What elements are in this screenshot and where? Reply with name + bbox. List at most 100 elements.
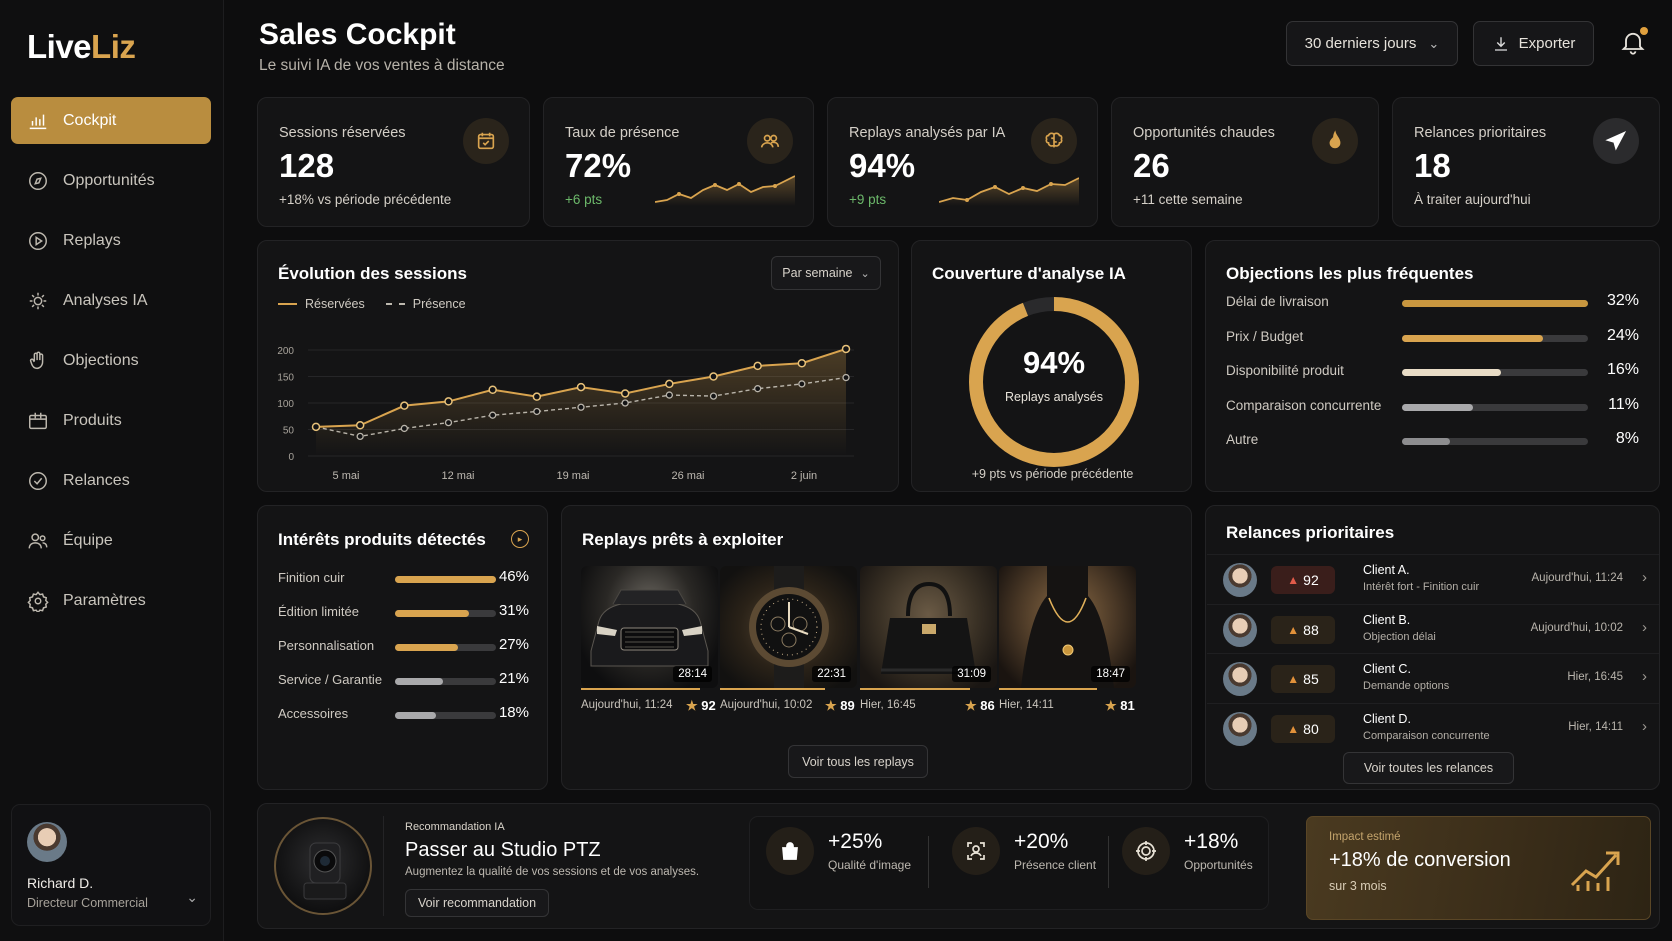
sidebar-item-replays[interactable]: Replays [11, 217, 211, 264]
sidebar-item-analyses-ia[interactable]: Analyses IA [11, 277, 211, 324]
interests-card: Intérêts produits détectés ▸ Finition cu… [257, 505, 548, 790]
replay-duration: 18:47 [1091, 666, 1130, 682]
user-menu[interactable]: Richard D. Directeur Commercial ⌄ [11, 804, 211, 926]
replay-score: ★ 86 [965, 698, 995, 714]
replay-progress [999, 688, 1097, 690]
interest-label: Édition limitée [278, 604, 359, 619]
y-tick-label: 100 [277, 399, 294, 410]
watch-image [749, 566, 829, 688]
point-presence [356, 432, 364, 441]
objection-bar-fill [1402, 334, 1544, 342]
x-tick-label: 12 mai [441, 470, 474, 482]
necklace-image [1021, 566, 1114, 688]
legend-swatch-reserved [278, 303, 297, 305]
chart-legend: Réservées Présence [278, 297, 466, 311]
ai-chip-icon [29, 292, 47, 309]
sidebar-item-equipe[interactable]: Équipe [11, 517, 211, 564]
main-content: Sales Cockpit Le suivi IA de vos ventes … [224, 0, 1672, 941]
chevron-right-icon[interactable]: › [1642, 717, 1647, 735]
app-logo[interactable]: LiveLiz [27, 28, 136, 65]
interest-bar [395, 644, 496, 651]
coverage-delta: +9 pts vs période précédente [971, 467, 1134, 481]
period-select[interactable]: 30 derniers jours ⌄ [1286, 21, 1458, 66]
kpi-card-relances[interactable]: Relances prioritaires 18 À traiter aujou… [1392, 97, 1660, 227]
sessions-chart-card: Évolution des sessions Par semaine ⌄ Rés… [257, 240, 899, 492]
replay-date: Hier, 14:11 [999, 699, 1054, 711]
hand-icon [29, 351, 44, 369]
sidebar-item-objections[interactable]: Objections [11, 337, 211, 384]
sidebar-item-produits[interactable]: Produits [11, 397, 211, 444]
see-all-replays-button[interactable]: Voir tous les replays [788, 745, 928, 778]
chevron-right-icon[interactable]: › [1642, 668, 1647, 685]
point-presence [754, 385, 762, 393]
replay-thumbnail-bag[interactable]: 31:09 [860, 566, 997, 688]
period-label: 30 derniers jours [1304, 35, 1417, 52]
divider [1108, 836, 1109, 888]
followup-row[interactable]: ▲ 80 Client D. Comparaison concurrente Hier,… [1207, 702, 1659, 751]
see-all-followups-button[interactable]: Voir toutes les relances [1343, 752, 1514, 784]
kpi-label: Taux de présence [565, 125, 680, 141]
point-presence [400, 424, 408, 433]
followup-row[interactable]: ▲ 92 Client A. Intérêt fort - Finition cuir… [1207, 554, 1659, 602]
kpi-delta: À traiter aujourd'hui [1414, 192, 1531, 207]
followup-row[interactable]: ▲ 85 Client C. Demande options Hier, 16:45 › [1207, 653, 1659, 701]
replay-duration: 22:31 [812, 666, 851, 682]
followup-time: Aujourd'hui, 10:02 [1530, 621, 1623, 634]
followup-row[interactable]: ▲ 88 Client B. Objection délai Aujourd'hui, … [1207, 603, 1659, 652]
team-icon [28, 532, 48, 548]
metric-value: +25% [828, 830, 883, 853]
see-recommendation-button[interactable]: Voir recommandation [405, 889, 549, 917]
objection-percent: 32% [1606, 292, 1639, 309]
kpi-card-sessions[interactable]: Sessions réservées 128 +18% vs période p… [257, 97, 530, 227]
sparkline-presence [655, 175, 795, 206]
objection-bar [1402, 369, 1588, 376]
impact-panel[interactable]: Impact estimé +18% de conversion sur 3 m… [1306, 816, 1651, 920]
y-tick-label: 50 [283, 426, 295, 437]
x-tick-label: 26 mai [671, 470, 704, 482]
kpi-card-replays[interactable]: Replays analysés par IA 94% +9 pts [827, 97, 1098, 227]
followups-title: Relances prioritaires [1226, 523, 1395, 542]
recommendation-banner: Recommandation IA Passer au Studio PTZ A… [257, 803, 1660, 929]
kpi-card-opportunites[interactable]: Opportunités chaudes 26 +11 cette semain… [1111, 97, 1379, 227]
divider [928, 836, 929, 888]
client-description: Comparaison concurrente [1363, 729, 1490, 742]
chevron-right-icon[interactable]: › [1642, 569, 1647, 586]
client-name: Client D. [1363, 711, 1411, 726]
x-tick-label: 19 mai [556, 470, 589, 482]
point-reserved [620, 389, 630, 398]
sidebar-item-label: Cockpit [63, 111, 117, 129]
brain-icon [1031, 118, 1077, 164]
sidebar-item-cockpit[interactable]: Cockpit [11, 97, 211, 144]
objection-bar-fill [1402, 438, 1451, 445]
kpi-value: 26 [1133, 147, 1170, 184]
replay-score: ★ 92 [686, 698, 716, 714]
notification-bell-icon[interactable] [1619, 27, 1649, 59]
replay-score: ★ 89 [825, 698, 855, 714]
interest-label: Accessoires [278, 706, 349, 721]
sparkline-replays [939, 177, 1079, 206]
area-reserved [316, 348, 846, 456]
sidebar-item-label: Paramètres [63, 591, 146, 609]
export-button[interactable]: Exporter [1473, 21, 1594, 66]
replay-thumbnail-necklace[interactable]: 18:47 [999, 566, 1136, 688]
granularity-label: Par semaine [782, 266, 853, 280]
metric-label: Qualité d'image [828, 858, 912, 872]
objections-title: Objections les plus fréquentes [1226, 264, 1474, 283]
interest-bar-fill [395, 610, 469, 617]
sidebar-item-parametres[interactable]: Paramètres [11, 577, 211, 624]
metric-value: +20% [1014, 830, 1069, 853]
info-icon[interactable]: ▸ [511, 530, 529, 548]
sidebar-item-relances[interactable]: Relances [11, 457, 211, 504]
replay-thumbnail-car[interactable]: 28:14 [581, 566, 718, 688]
reco-tag: Recommandation IA [405, 821, 505, 833]
client-description: Intérêt fort - Finition cuir [1363, 581, 1480, 593]
granularity-select[interactable]: Par semaine ⌄ [771, 256, 881, 290]
point-reserved [665, 379, 674, 389]
kpi-card-presence[interactable]: Taux de présence 72% +6 pts [543, 97, 814, 227]
replay-thumbnail-watch[interactable]: 22:31 [720, 566, 857, 688]
point-presence [842, 373, 850, 382]
sidebar-item-opportunites[interactable]: Opportunités [11, 157, 211, 204]
objection-bar [1402, 438, 1588, 445]
chevron-right-icon[interactable]: › [1642, 618, 1647, 636]
chevron-down-icon[interactable]: ⌄ [186, 889, 198, 905]
